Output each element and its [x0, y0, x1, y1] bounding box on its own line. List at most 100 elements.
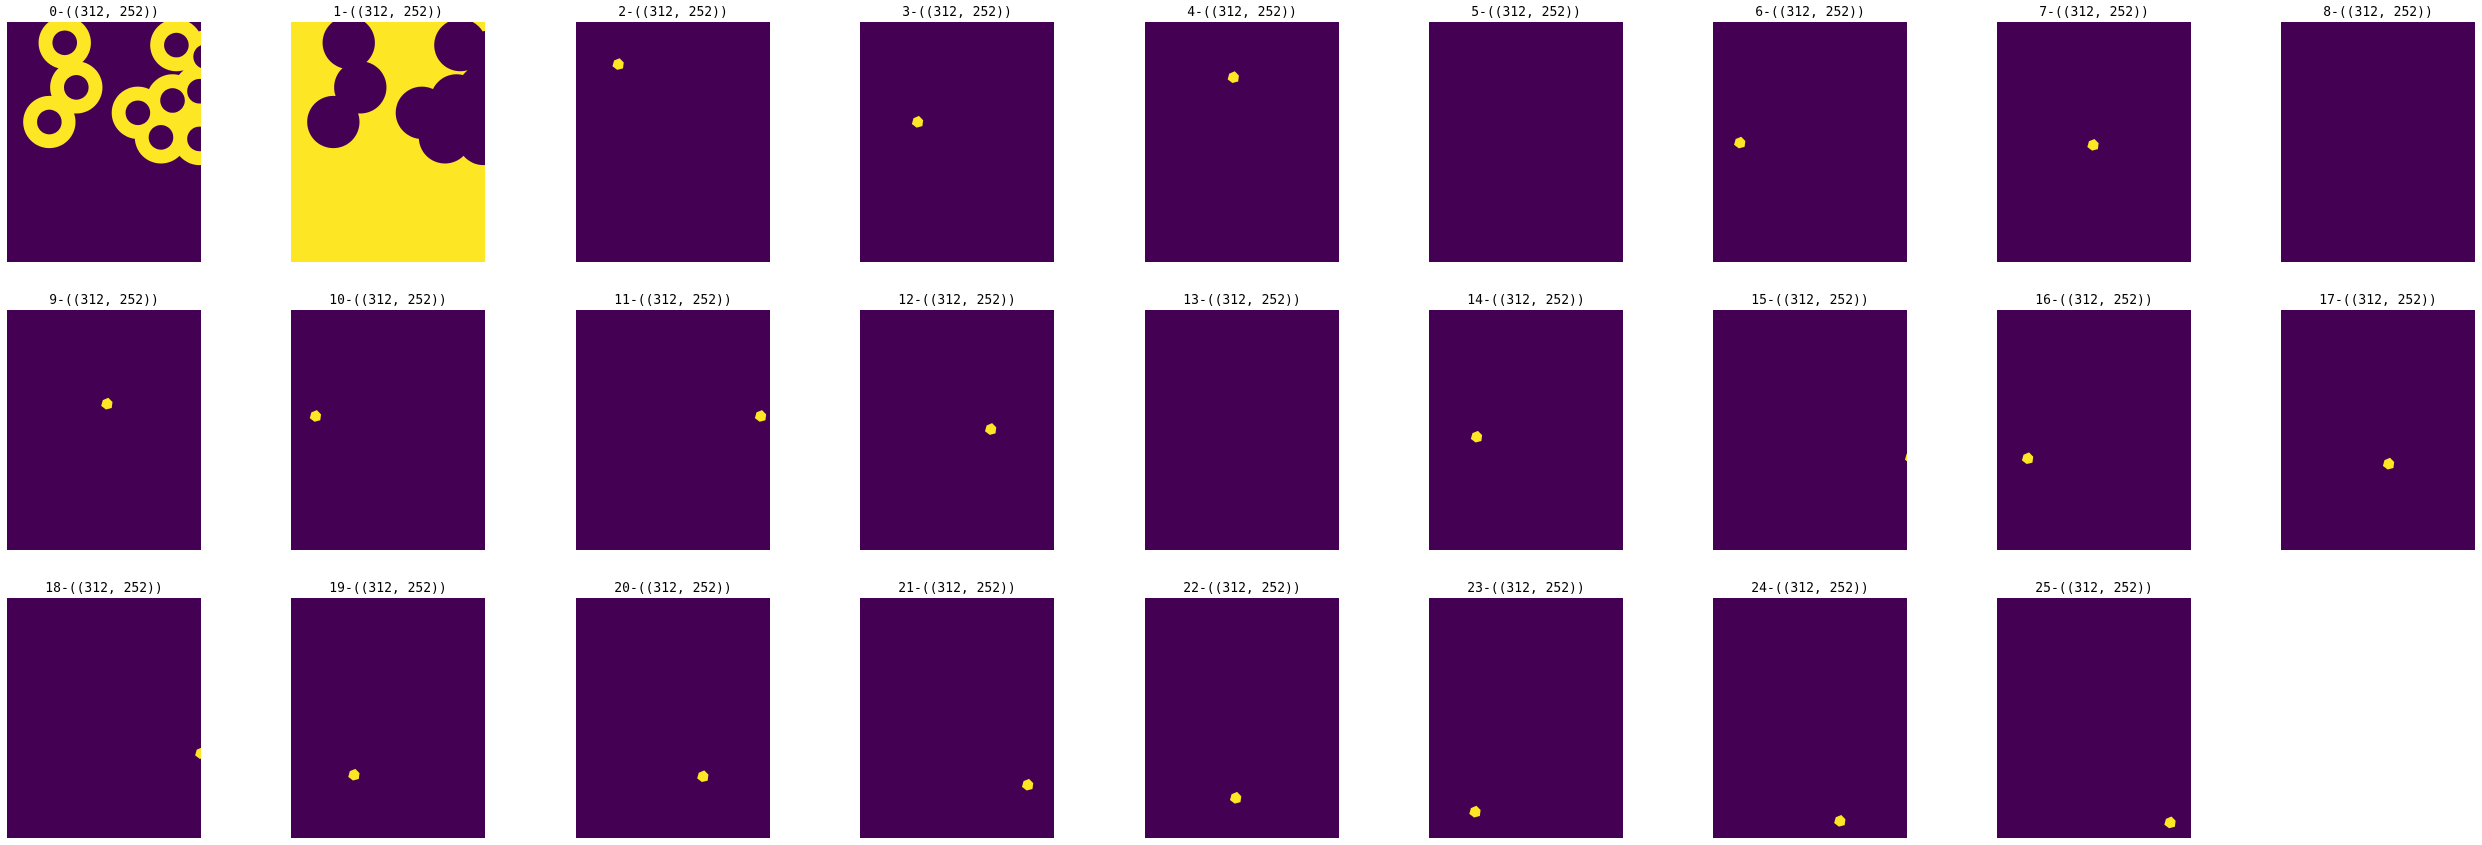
object-disk-2: [334, 61, 387, 114]
panel-title-23: 23-((312, 252)): [1467, 581, 1585, 596]
ring-hole-7: [187, 78, 201, 104]
mask-image-6: [1713, 22, 1907, 262]
object-blob-2: [612, 58, 624, 70]
mask-image-18: [7, 598, 201, 838]
object-blob-17: [2382, 457, 2395, 470]
ring-hole-1: [52, 30, 78, 56]
mask-panel-14: [1429, 310, 1623, 550]
object-blob-25: [2164, 816, 2176, 829]
mask-panel-17: [2281, 310, 2475, 550]
panel-title-21: 21-((312, 252)): [898, 581, 1016, 596]
mask-panel-0: [7, 22, 201, 262]
mask-panel-5: [1429, 22, 1623, 262]
ring-hole-6: [148, 125, 174, 150]
object-blob-7: [2087, 139, 2099, 151]
mask-image-24: [1713, 598, 1907, 838]
ring-hole-8: [187, 126, 201, 152]
object-disk-1: [322, 22, 375, 69]
panel-title-9: 9-((312, 252)): [49, 293, 159, 308]
mask-image-23: [1429, 598, 1623, 838]
object-disk-9: [463, 30, 485, 83]
object-blob-3: [911, 115, 924, 128]
object-blob-20: [697, 770, 709, 783]
mask-image-17: [2281, 310, 2475, 550]
mask-image-19: [291, 598, 485, 838]
object-blob-21: [1021, 778, 1034, 791]
object-disk-6: [418, 111, 472, 164]
object-blob-10: [309, 410, 322, 422]
mask-image-0: [7, 22, 201, 262]
mask-image-25: [1997, 598, 2191, 838]
mask-image-4: [1145, 22, 1339, 262]
panel-title-1: 1-((312, 252)): [333, 5, 443, 20]
panel-title-0: 0-((312, 252)): [49, 5, 159, 20]
mask-image-16: [1997, 310, 2191, 550]
panel-title-3: 3-((312, 252)): [902, 5, 1012, 20]
object-blob-4: [1227, 71, 1239, 83]
object-blob-24: [1834, 815, 1846, 827]
mask-image-10: [291, 310, 485, 550]
mask-image-5: [1429, 22, 1623, 262]
object-blob-9: [101, 397, 113, 410]
panel-title-18: 18-((312, 252)): [45, 581, 163, 596]
panel-title-19: 19-((312, 252)): [329, 581, 447, 596]
mask-image-22: [1145, 598, 1339, 838]
panel-title-5: 5-((312, 252)): [1471, 5, 1581, 20]
panel-title-11: 11-((312, 252)): [614, 293, 732, 308]
panel-title-13: 13-((312, 252)): [1183, 293, 1301, 308]
panel-title-22: 22-((312, 252)): [1183, 581, 1301, 596]
ring-hole-4: [164, 32, 189, 58]
object-blob-12: [984, 423, 997, 435]
panel-title-25: 25-((312, 252)): [2035, 581, 2153, 596]
mask-image-12: [860, 310, 1054, 550]
object-blob-15: [1904, 453, 1907, 462]
panel-title-10: 10-((312, 252)): [329, 293, 447, 308]
mask-image-7: [1997, 22, 2191, 262]
mask-panel-19: [291, 598, 485, 838]
mask-panel-18: [7, 598, 201, 838]
object-blob-18: [195, 747, 201, 759]
mask-image-13: [1145, 310, 1339, 550]
mask-image-9: [7, 310, 201, 550]
panel-title-17: 17-((312, 252)): [2319, 293, 2437, 308]
object-blob-16: [2021, 452, 2034, 465]
mask-panel-20: [576, 598, 770, 838]
mask-panel-23: [1429, 598, 1623, 838]
ring-hole-5: [160, 88, 185, 113]
mask-panel-11: [576, 310, 770, 550]
panel-title-8: 8-((312, 252)): [2323, 5, 2433, 20]
mask-panel-8: [2281, 22, 2475, 262]
mask-panel-6: [1713, 22, 1907, 262]
mask-panel-12: [860, 310, 1054, 550]
object-blob-14: [1470, 430, 1483, 443]
object-blob-6: [1734, 136, 1746, 149]
mask-panel-13: [1145, 310, 1339, 550]
object-blob-11: [754, 410, 767, 422]
mask-panel-2: [576, 22, 770, 262]
panel-title-2: 2-((312, 252)): [618, 5, 728, 20]
mask-image-15: [1713, 310, 1907, 550]
panel-title-6: 6-((312, 252)): [1755, 5, 1865, 20]
mask-panel-21: [860, 598, 1054, 838]
mask-panel-16: [1997, 310, 2191, 550]
panel-title-4: 4-((312, 252)): [1187, 5, 1297, 20]
panel-title-16: 16-((312, 252)): [2035, 293, 2153, 308]
mask-panel-7: [1997, 22, 2191, 262]
panel-title-24: 24-((312, 252)): [1751, 581, 1869, 596]
mask-image-20: [576, 598, 770, 838]
panel-title-7: 7-((312, 252)): [2039, 5, 2149, 20]
ring-holes: [37, 30, 201, 152]
panel-title-20: 20-((312, 252)): [614, 581, 732, 596]
object-blob-22: [1229, 791, 1242, 804]
mask-panel-25: [1997, 598, 2191, 838]
mask-panel-4: [1145, 22, 1339, 262]
mask-image-21: [860, 598, 1054, 838]
mask-panel-9: [7, 310, 201, 550]
object-blob-19: [348, 768, 360, 781]
mask-panel-24: [1713, 598, 1907, 838]
mask-image-8: [2281, 22, 2475, 262]
object-blob-23: [1469, 805, 1481, 818]
mask-image-14: [1429, 310, 1623, 550]
ring-hole-3: [125, 100, 151, 126]
